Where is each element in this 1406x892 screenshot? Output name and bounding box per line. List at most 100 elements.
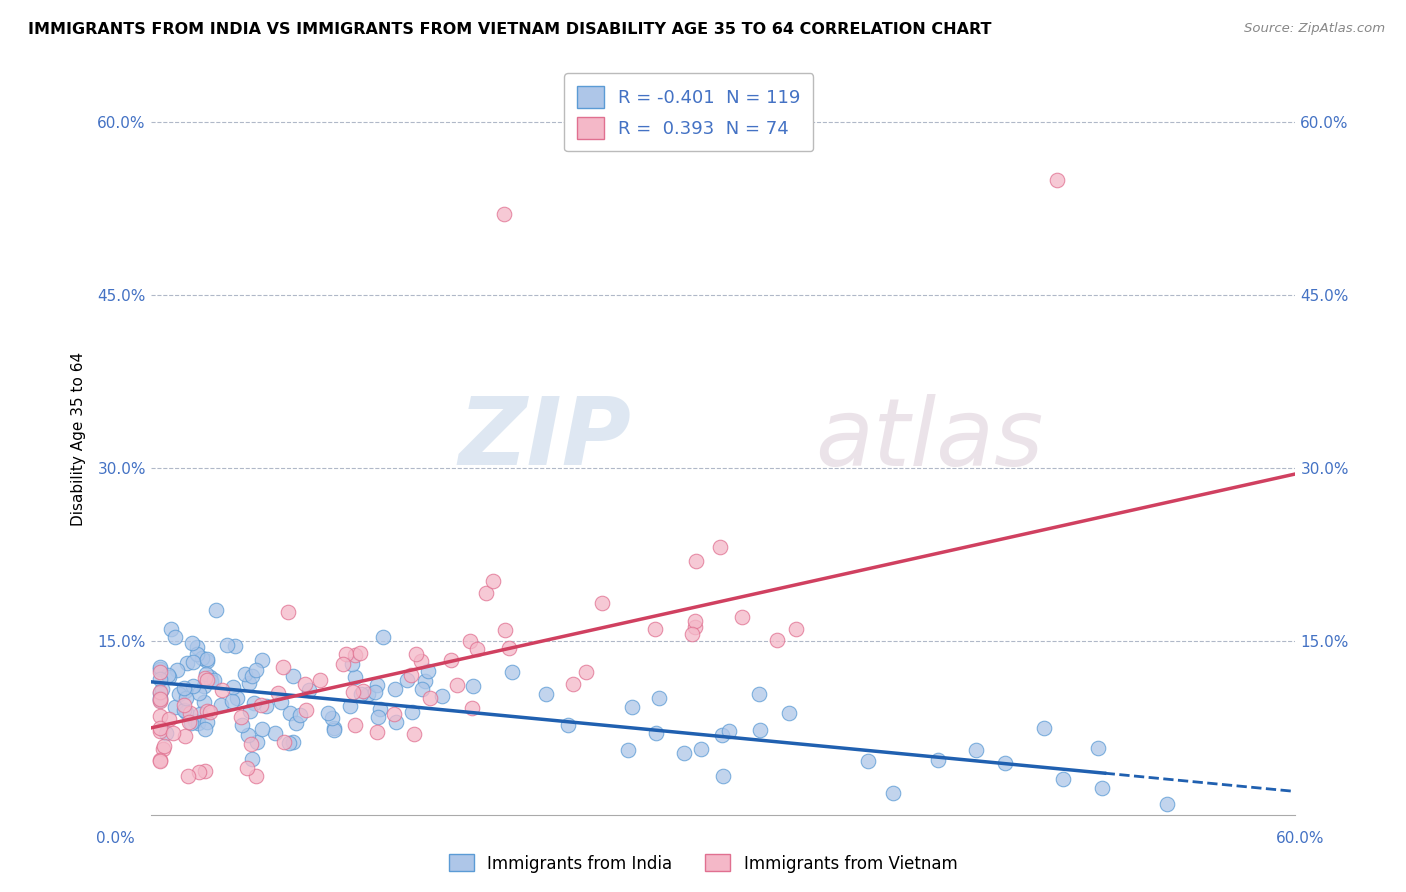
- Point: [162, 726, 184, 740]
- Point: [718, 724, 741, 739]
- Point: [159, 622, 181, 636]
- Point: [236, 728, 259, 742]
- Point: [562, 677, 585, 691]
- Point: [173, 681, 195, 695]
- Point: [413, 673, 436, 688]
- Point: [200, 673, 222, 688]
- Point: [343, 648, 366, 662]
- Point: [169, 687, 191, 701]
- Point: [404, 727, 426, 741]
- Point: [165, 630, 187, 644]
- Point: [191, 651, 214, 665]
- Point: [371, 631, 394, 645]
- Point: [163, 699, 186, 714]
- Point: [180, 636, 202, 650]
- Point: [155, 726, 177, 740]
- Point: [1156, 797, 1178, 812]
- Point: [217, 638, 239, 652]
- Point: [690, 741, 713, 756]
- Point: [501, 665, 523, 679]
- Point: [298, 683, 321, 698]
- Point: [384, 682, 406, 697]
- Point: [197, 652, 219, 666]
- Point: [240, 668, 263, 682]
- Point: [309, 673, 332, 687]
- Text: IMMIGRANTS FROM INDIA VS IMMIGRANTS FROM VIETNAM DISABILITY AGE 35 TO 64 CORRELA: IMMIGRANTS FROM INDIA VS IMMIGRANTS FROM…: [28, 22, 991, 37]
- Point: [271, 659, 294, 673]
- Point: [187, 686, 209, 700]
- Point: [335, 647, 357, 661]
- Point: [149, 672, 172, 686]
- Point: [411, 681, 433, 696]
- Text: 60.0%: 60.0%: [1277, 831, 1324, 846]
- Point: [284, 716, 307, 731]
- Point: [1091, 781, 1114, 796]
- Point: [149, 659, 172, 673]
- Point: [240, 752, 263, 766]
- Point: [152, 741, 174, 756]
- Point: [180, 716, 202, 731]
- Point: [295, 703, 318, 717]
- Point: [323, 721, 346, 735]
- Point: [187, 715, 209, 730]
- Text: ZIP: ZIP: [458, 393, 631, 485]
- Point: [209, 698, 232, 712]
- Point: [221, 680, 243, 694]
- Point: [994, 756, 1017, 771]
- Point: [149, 722, 172, 736]
- Point: [229, 709, 252, 723]
- Point: [173, 698, 195, 712]
- Point: [322, 723, 344, 738]
- Point: [246, 735, 269, 749]
- Point: [267, 685, 290, 699]
- Point: [492, 207, 515, 221]
- Point: [591, 596, 613, 610]
- Point: [149, 694, 172, 708]
- Point: [149, 685, 172, 699]
- Point: [882, 786, 904, 800]
- Point: [343, 670, 366, 684]
- Point: [357, 687, 380, 701]
- Point: [730, 609, 752, 624]
- Point: [245, 769, 267, 783]
- Point: [748, 723, 770, 738]
- Point: [616, 743, 638, 757]
- Point: [174, 705, 197, 719]
- Point: [221, 694, 243, 708]
- Point: [226, 690, 249, 705]
- Point: [965, 742, 987, 756]
- Point: [399, 668, 422, 682]
- Point: [283, 735, 305, 749]
- Point: [224, 639, 246, 653]
- Point: [644, 725, 666, 739]
- Point: [252, 722, 274, 736]
- Point: [395, 673, 418, 687]
- Point: [366, 678, 388, 692]
- Point: [231, 718, 253, 732]
- Point: [342, 685, 364, 699]
- Point: [149, 686, 172, 700]
- Point: [363, 685, 385, 699]
- Point: [683, 620, 706, 634]
- Point: [194, 671, 217, 685]
- Point: [149, 662, 172, 676]
- Point: [405, 648, 427, 662]
- Point: [281, 669, 304, 683]
- Point: [458, 633, 481, 648]
- Point: [149, 692, 172, 706]
- Point: [494, 623, 516, 637]
- Point: [294, 677, 316, 691]
- Point: [174, 684, 197, 698]
- Point: [240, 737, 263, 751]
- Y-axis label: Disability Age 35 to 64: Disability Age 35 to 64: [72, 352, 86, 526]
- Text: atlas: atlas: [814, 393, 1043, 485]
- Point: [644, 623, 666, 637]
- Point: [575, 665, 598, 680]
- Point: [149, 754, 172, 768]
- Point: [195, 715, 218, 730]
- Point: [339, 699, 361, 714]
- Point: [157, 670, 180, 684]
- Point: [177, 769, 200, 783]
- Point: [188, 764, 211, 779]
- Point: [927, 753, 949, 767]
